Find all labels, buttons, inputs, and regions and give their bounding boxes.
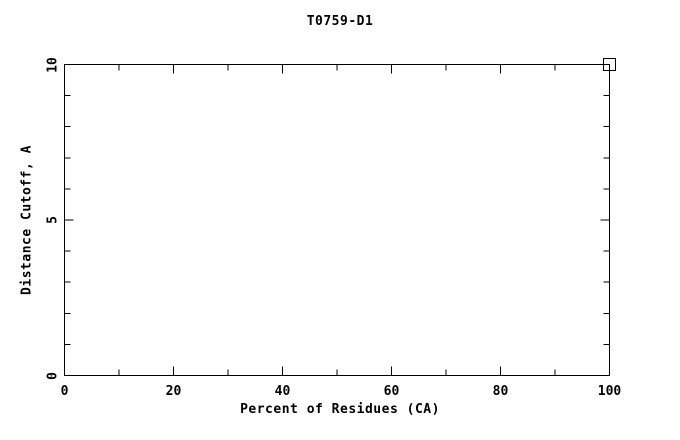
axes-frame xyxy=(64,64,610,376)
y-axis-minor-ticks xyxy=(64,95,610,345)
x-tick-label: 60 xyxy=(383,383,400,399)
y-axis-major-ticks xyxy=(64,64,610,376)
x-tick-label: 20 xyxy=(165,383,182,399)
data-series-markers xyxy=(603,58,616,71)
x-tick-label: 80 xyxy=(492,383,509,399)
x-axis-title: Percent of Residues (CA) xyxy=(240,402,440,417)
x-tick-label: 0 xyxy=(60,383,69,399)
y-tick-label: 0 xyxy=(45,371,60,380)
x-tick-label: 40 xyxy=(274,383,291,399)
x-tick-label: 100 xyxy=(597,383,622,399)
y-tick-label: 10 xyxy=(45,56,60,73)
y-tick-label: 5 xyxy=(45,216,60,224)
x-axis-minor-ticks xyxy=(118,64,556,376)
y-axis-title: Distance Cutoff, A xyxy=(19,145,35,295)
page-title: T0759-D1 xyxy=(306,14,374,29)
data-point-marker xyxy=(603,58,616,71)
x-axis-major-ticks xyxy=(64,64,610,376)
